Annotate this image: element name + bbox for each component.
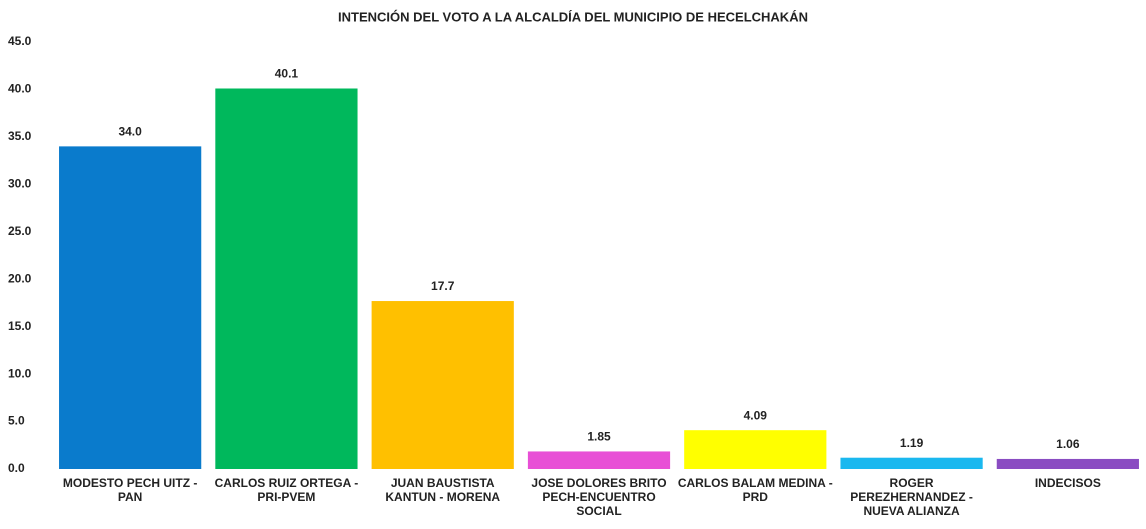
x-tick-label: CARLOS RUIZ ORTEGA - PRI-PVEM — [214, 476, 359, 504]
data-label: 1.19 — [900, 436, 924, 450]
y-tick-label: 20.0 — [8, 271, 32, 285]
bar — [527, 451, 671, 469]
bar — [684, 430, 827, 469]
x-tick-label: JOSE DOLORES BRITO PECH-ENCUENTRO SOCIAL — [531, 476, 667, 518]
chart-title: INTENCIÓN DEL VOTO A LA ALCALDÍA DEL MUN… — [338, 9, 808, 24]
data-label: 1.85 — [587, 430, 611, 444]
bar — [840, 457, 983, 469]
y-tick-label: 30.0 — [8, 177, 32, 191]
y-tick-label: 25.0 — [8, 224, 32, 238]
y-tick-label: 15.0 — [8, 319, 32, 333]
bar — [59, 146, 202, 469]
y-tick-label: 0.0 — [8, 461, 25, 475]
bar — [371, 301, 514, 469]
bar — [215, 88, 358, 470]
y-tick-label: 40.0 — [8, 82, 32, 96]
data-label: 40.1 — [275, 67, 299, 81]
data-label: 1.06 — [1056, 437, 1080, 451]
x-tick-label: MODESTO PECH UITZ - PAN — [62, 476, 198, 504]
data-label: 4.09 — [744, 408, 768, 422]
y-tick-label: 10.0 — [8, 366, 32, 380]
x-tick-label: CARLOS BALAM MEDINA - PRD — [677, 476, 833, 504]
x-tick-label: JUAN BAUSTISTA KANTUN - MORENA — [385, 476, 501, 504]
bar — [996, 458, 1139, 469]
y-tick-label: 35.0 — [8, 129, 32, 143]
y-tick-label: 5.0 — [8, 414, 25, 428]
data-label: 17.7 — [431, 279, 455, 293]
x-tick-label: INDECISOS — [1034, 476, 1101, 490]
data-label: 34.0 — [118, 125, 142, 139]
x-tick-label: ROGER PEREZHERNANDEZ - NUEVA ALIANZA — [850, 476, 973, 518]
y-tick-label: 45.0 — [8, 34, 32, 48]
